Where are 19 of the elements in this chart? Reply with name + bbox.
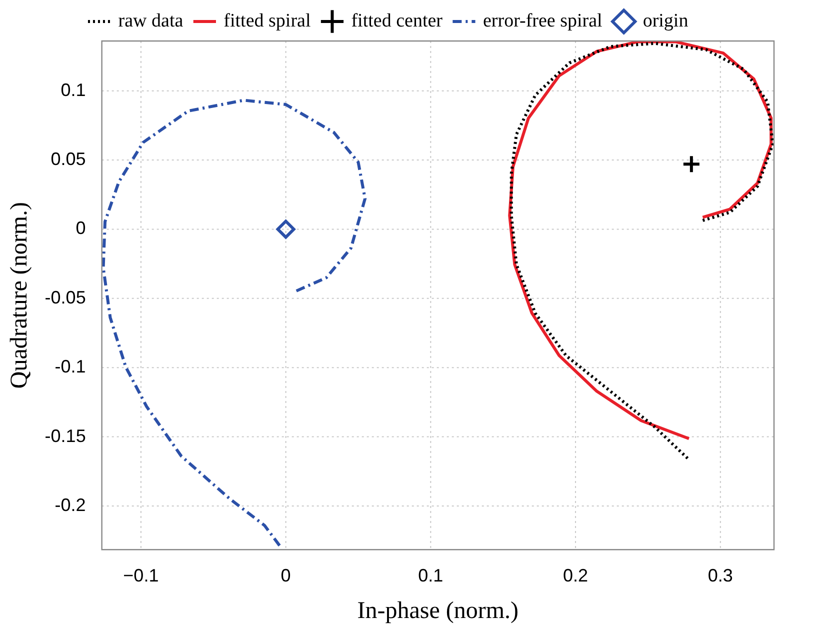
legend-label: error-free spiral [482,10,602,32]
legend-label: raw data [118,10,184,32]
legend-label: fitted center [351,10,444,32]
y-tick-label: -0.05 [44,287,86,308]
x-tick-label: 0 [280,565,291,586]
y-tick-label: -0.1 [54,356,86,377]
x-axis-title: In-phase (norm.) [357,598,519,624]
y-tick-label: 0.1 [60,80,86,100]
y-axis-title: Quadrature (norm.) [6,202,33,389]
y-tick-label: -0.15 [44,426,86,446]
x-tick-label: 0.3 [708,565,733,586]
x-tick-label: 0.1 [418,565,444,586]
legend-label: origin [642,10,689,32]
y-tick-label: 0.05 [50,148,86,169]
x-tick-label: −0.1 [123,565,159,586]
y-tick-label: 0 [76,218,86,238]
x-tick-label: 0.2 [563,565,588,586]
y-tick-label: -0.2 [54,494,86,515]
legend-label: fitted spiral [224,10,311,32]
